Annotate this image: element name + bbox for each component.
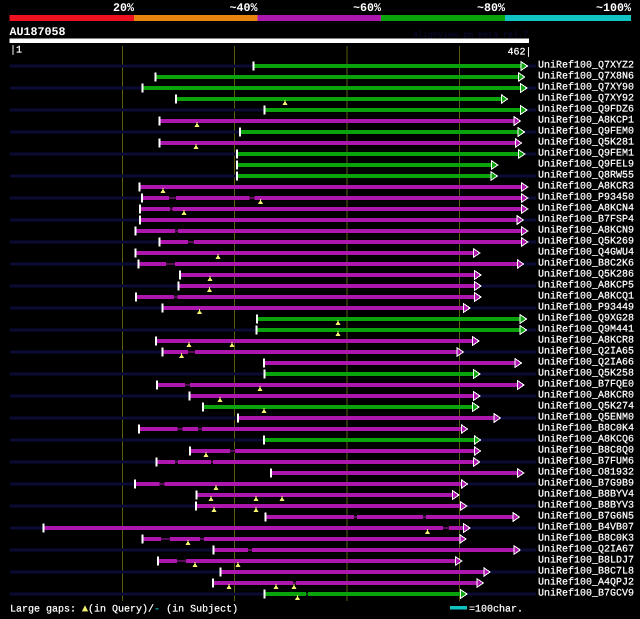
svg-text:UniRef100_A8KCN4: UniRef100_A8KCN4 bbox=[538, 203, 634, 215]
svg-text:UniRef100_Q9FEM1: UniRef100_Q9FEM1 bbox=[538, 148, 634, 160]
svg-text:UniRef100_Q9M441: UniRef100_Q9M441 bbox=[538, 324, 634, 336]
svg-text:UniRef100_A8KCQ6: UniRef100_A8KCQ6 bbox=[538, 434, 634, 446]
svg-text:UniRef100_B7FSP4: UniRef100_B7FSP4 bbox=[538, 214, 634, 226]
svg-text:UniRef100_B4VB07: UniRef100_B4VB07 bbox=[538, 522, 634, 534]
svg-text:UniRef100_Q9FDZ6: UniRef100_Q9FDZ6 bbox=[538, 104, 634, 116]
svg-text:UniRef100_B8C8Q0: UniRef100_B8C8Q0 bbox=[538, 445, 634, 457]
svg-text:UniRef100_B7GCV9: UniRef100_B7GCV9 bbox=[538, 588, 634, 600]
svg-text:UniRef100_Q7X8N6: UniRef100_Q7X8N6 bbox=[538, 71, 634, 83]
svg-text:UniRef100_B7FQE0: UniRef100_B7FQE0 bbox=[538, 379, 634, 391]
svg-text:UniRef100_Q4GWU4: UniRef100_Q4GWU4 bbox=[538, 247, 634, 259]
svg-text:UniRef100_B8BYV3: UniRef100_B8BYV3 bbox=[538, 500, 634, 512]
svg-text:~40%: ~40% bbox=[230, 1, 258, 15]
svg-text:UniRef100_B8LDJ7: UniRef100_B8LDJ7 bbox=[538, 555, 634, 567]
svg-text:=100char.: =100char. bbox=[469, 604, 523, 616]
svg-text:UniRef100_B8C7L8: UniRef100_B8C7L8 bbox=[538, 566, 634, 578]
svg-text:UniRef100_O81932: UniRef100_O81932 bbox=[538, 467, 634, 479]
svg-text:UniRef100_B7FUM6: UniRef100_B7FUM6 bbox=[538, 456, 634, 468]
svg-text:UniRef100_Q5K286: UniRef100_Q5K286 bbox=[538, 269, 634, 281]
svg-text:AU187058: AU187058 bbox=[10, 25, 66, 39]
svg-text:UniRef100_B8C2K6: UniRef100_B8C2K6 bbox=[538, 258, 634, 270]
svg-text:UniRef100_Q2IA67: UniRef100_Q2IA67 bbox=[538, 544, 634, 556]
svg-text:UniRef100_P93450: UniRef100_P93450 bbox=[538, 192, 634, 204]
svg-text:UniRef100_A8KCP1: UniRef100_A8KCP1 bbox=[538, 115, 634, 127]
svg-text:UniRef100_Q9FEL9: UniRef100_Q9FEL9 bbox=[538, 159, 634, 171]
svg-text:20%: 20% bbox=[113, 1, 134, 15]
svg-text:UniRef100_Q5K258: UniRef100_Q5K258 bbox=[538, 368, 634, 380]
svg-text:UniRef100_A8KCR3: UniRef100_A8KCR3 bbox=[538, 181, 634, 193]
svg-text:~60%: ~60% bbox=[353, 1, 381, 15]
svg-text:UniRef100_Q7XY90: UniRef100_Q7XY90 bbox=[538, 82, 634, 94]
svg-text:~80%: ~80% bbox=[477, 1, 505, 15]
svg-text:UniRef100_B8C0K3: UniRef100_B8C0K3 bbox=[538, 533, 634, 545]
svg-text:UniRef100_B7G6N5: UniRef100_B7G6N5 bbox=[538, 511, 634, 523]
svg-text:UniRef100_Q7XYZ2: UniRef100_Q7XYZ2 bbox=[538, 60, 634, 72]
svg-text:UniRef100_Q8RW55: UniRef100_Q8RW55 bbox=[538, 170, 634, 182]
svg-text:UniRef100_Q5K274: UniRef100_Q5K274 bbox=[538, 401, 634, 413]
svg-text:UniRef100_B7G9B9: UniRef100_B7G9B9 bbox=[538, 478, 634, 490]
svg-text:UniRef100_B8C0K4: UniRef100_B8C0K4 bbox=[538, 423, 634, 435]
svg-text:UniRef100_A8KCP5: UniRef100_A8KCP5 bbox=[538, 280, 634, 292]
svg-text:UniRef100_Q5K281: UniRef100_Q5K281 bbox=[538, 137, 634, 149]
svg-text:|1: |1 bbox=[10, 44, 22, 56]
svg-text:~100%: ~100% bbox=[596, 1, 631, 15]
svg-text:UniRef100_Q7XY92: UniRef100_Q7XY92 bbox=[538, 93, 634, 105]
svg-text:UniRef100_B8BYV4: UniRef100_B8BYV4 bbox=[538, 489, 634, 501]
svg-text:UniRef100_P93449: UniRef100_P93449 bbox=[538, 302, 634, 314]
svg-text:AlignView.pm Beta rel.7: AlignView.pm Beta rel.7 bbox=[413, 30, 528, 40]
svg-text:UniRef100_A8KCN9: UniRef100_A8KCN9 bbox=[538, 225, 634, 237]
svg-text:462|: 462| bbox=[507, 47, 531, 59]
svg-text:UniRef100_A8KCR8: UniRef100_A8KCR8 bbox=[538, 335, 634, 347]
svg-text:UniRef100_Q9XG28: UniRef100_Q9XG28 bbox=[538, 313, 634, 325]
svg-text:Large gaps: ▲(in Query)/- (in: Large gaps: ▲(in Query)/- (in Subject) bbox=[10, 604, 238, 616]
svg-text:UniRef100_Q2IA66: UniRef100_Q2IA66 bbox=[538, 357, 634, 369]
svg-text:UniRef100_A4QPJ2: UniRef100_A4QPJ2 bbox=[538, 577, 634, 589]
svg-text:UniRef100_Q2IA65: UniRef100_Q2IA65 bbox=[538, 346, 634, 358]
svg-text:UniRef100_Q9FEM0: UniRef100_Q9FEM0 bbox=[538, 126, 634, 138]
svg-text:UniRef100_A8KCR0: UniRef100_A8KCR0 bbox=[538, 390, 634, 402]
svg-text:UniRef100_A8KCQ1: UniRef100_A8KCQ1 bbox=[538, 291, 634, 303]
svg-text:UniRef100_Q5K269: UniRef100_Q5K269 bbox=[538, 236, 634, 248]
svg-text:UniRef100_Q5ENM0: UniRef100_Q5ENM0 bbox=[538, 412, 634, 424]
